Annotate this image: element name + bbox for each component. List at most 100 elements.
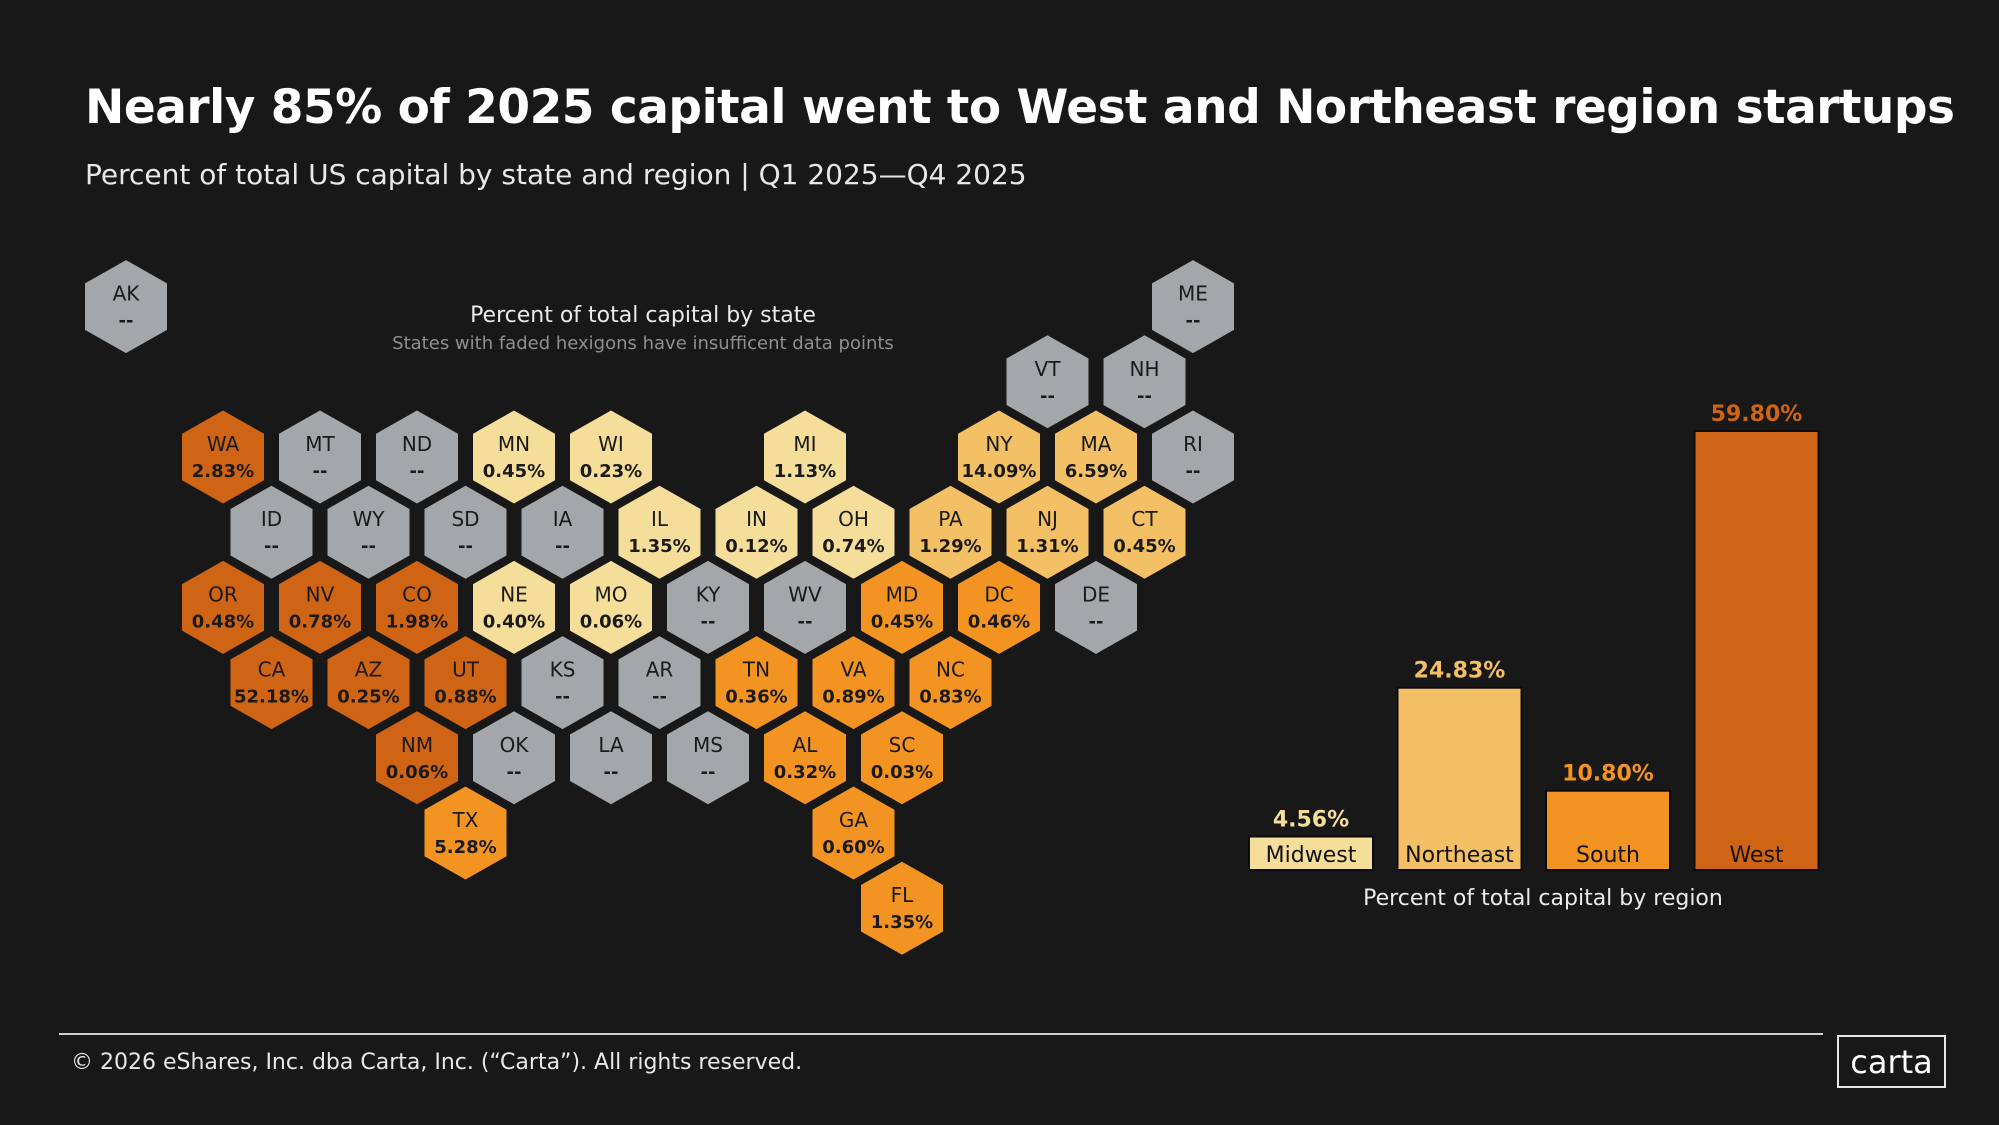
state-label: DC <box>984 582 1013 606</box>
hex-shape <box>182 410 264 504</box>
state-label: OK <box>500 733 530 757</box>
state-label: WI <box>598 432 624 456</box>
hex-shape <box>424 636 507 730</box>
state-hex-sd: SD -- <box>424 485 507 579</box>
hex-shape <box>182 560 264 654</box>
hex-shape <box>909 485 992 579</box>
state-value: -- <box>652 687 667 708</box>
state-value: 0.45% <box>871 611 933 632</box>
hex-shape <box>861 560 943 654</box>
hex-shape <box>473 560 555 654</box>
hex-shape <box>618 636 701 730</box>
state-hex-pa: PA 1.29% <box>909 485 992 579</box>
state-label: MS <box>693 733 723 757</box>
state-value: -- <box>361 536 376 557</box>
bar-northeast: Northeast 24.83% <box>1396 659 1523 871</box>
state-label: UT <box>452 658 480 682</box>
state-label: OR <box>208 582 238 606</box>
state-label: FL <box>891 883 915 907</box>
state-hex-tn: TN 0.36% <box>715 636 798 730</box>
state-value: 0.45% <box>1113 536 1175 557</box>
state-value: 1.29% <box>919 536 981 557</box>
hex-shape <box>764 560 846 654</box>
state-value: 0.45% <box>483 461 545 482</box>
state-hex-md: MD 0.45% <box>861 560 943 654</box>
state-hex-al: AL 0.32% <box>764 711 846 805</box>
hex-shape <box>376 711 458 805</box>
state-value: 0.83% <box>919 687 981 708</box>
state-value: 0.46% <box>968 611 1030 632</box>
state-hex-ri: RI -- <box>1152 410 1234 504</box>
state-label: IN <box>746 507 767 531</box>
state-hex-id: ID -- <box>230 485 313 579</box>
state-hex-mo: MO 0.06% <box>570 560 652 654</box>
hex-shape <box>1006 485 1089 579</box>
state-value: 0.88% <box>434 687 496 708</box>
state-hex-ky: KY -- <box>667 560 749 654</box>
state-value: 0.78% <box>289 611 351 632</box>
hex-shape <box>376 410 458 504</box>
state-label: KY <box>696 582 721 606</box>
state-label: CT <box>1131 507 1158 531</box>
hex-shape <box>667 711 749 805</box>
state-hex-ks: KS -- <box>521 636 604 730</box>
bar-rect <box>1545 789 1671 871</box>
state-value: -- <box>410 461 425 482</box>
hex-shape <box>327 485 410 579</box>
bar-rect <box>1693 430 1820 871</box>
hex-shape <box>812 485 895 579</box>
bar-south: South 10.80% <box>1545 762 1671 871</box>
state-value: 0.40% <box>483 611 545 632</box>
state-hex-va: VA 0.89% <box>812 636 895 730</box>
state-value: 0.89% <box>822 687 884 708</box>
state-label: MI <box>793 432 816 456</box>
hex-shape <box>667 560 749 654</box>
map-subtitle: States with faded hexigons have insuffic… <box>392 333 894 354</box>
state-value: 0.32% <box>774 762 836 783</box>
state-label: TN <box>742 658 770 682</box>
state-hex-nc: NC 0.83% <box>909 636 992 730</box>
state-hex-sc: SC 0.03% <box>861 711 943 805</box>
state-hex-az: AZ 0.25% <box>327 636 410 730</box>
state-value: 0.06% <box>580 611 642 632</box>
state-label: NH <box>1130 357 1160 381</box>
hex-shape <box>764 410 846 504</box>
hex-shape <box>861 711 943 805</box>
state-hex-tx: TX 5.28% <box>424 786 507 880</box>
state-hex-il: IL 1.35% <box>618 485 701 579</box>
state-value: -- <box>604 762 619 783</box>
bar-value-label: 10.80% <box>1562 762 1654 787</box>
hex-shape <box>473 711 555 805</box>
state-hex-ne: NE 0.40% <box>473 560 555 654</box>
state-label: WY <box>353 507 386 531</box>
hex-shape <box>715 485 798 579</box>
state-value: -- <box>798 611 813 632</box>
state-label: KS <box>550 658 576 682</box>
state-label: RI <box>1183 432 1203 456</box>
state-value: 0.23% <box>580 461 642 482</box>
state-value: 0.12% <box>725 536 787 557</box>
state-label: CA <box>258 658 286 682</box>
state-value: -- <box>507 762 522 783</box>
state-hex-ut: UT 0.88% <box>424 636 507 730</box>
state-label: NV <box>306 582 335 606</box>
state-label: VA <box>840 658 866 682</box>
state-label: DE <box>1082 582 1110 606</box>
state-hex-ia: IA -- <box>521 485 604 579</box>
state-hex-wi: WI 0.23% <box>570 410 652 504</box>
state-value: -- <box>119 311 134 332</box>
hex-shape <box>85 260 167 354</box>
state-value: 1.13% <box>774 461 836 482</box>
state-value: 14.09% <box>962 461 1037 482</box>
state-label: NC <box>936 658 965 682</box>
state-label: MT <box>305 432 335 456</box>
hex-shape <box>570 711 652 805</box>
hex-shape <box>1152 410 1234 504</box>
state-hex-mt: MT -- <box>279 410 361 504</box>
hex-shape <box>1103 485 1186 579</box>
state-label: IL <box>651 507 669 531</box>
hex-shape <box>473 410 555 504</box>
state-hex-ok: OK -- <box>473 711 555 805</box>
state-value: 0.74% <box>822 536 884 557</box>
hex-shape <box>376 560 458 654</box>
